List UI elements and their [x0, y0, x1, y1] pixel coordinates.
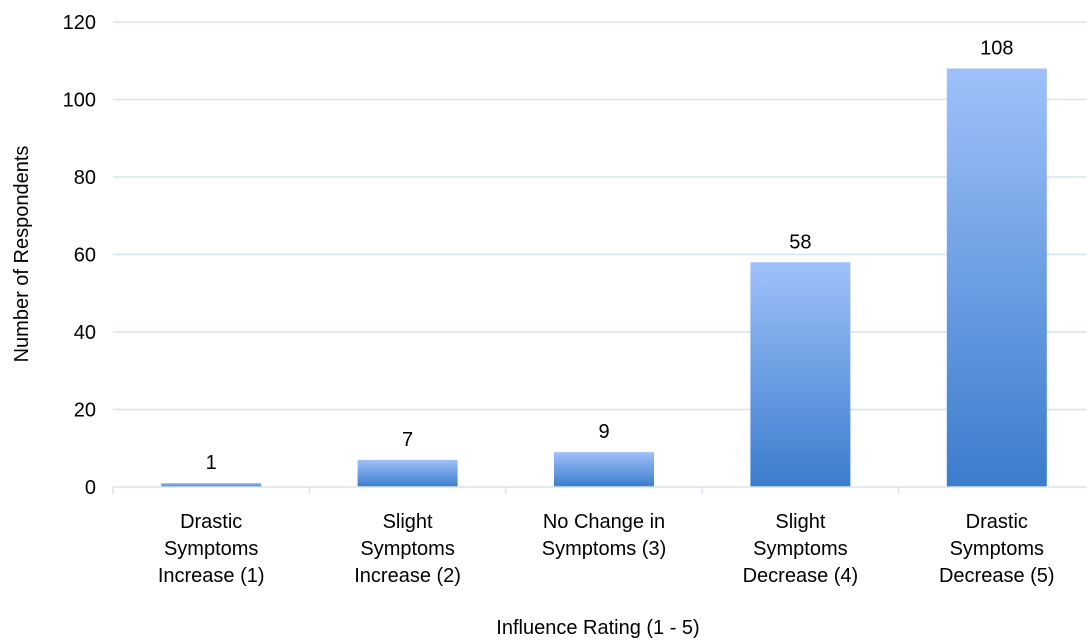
y-tick-label: 0: [85, 477, 96, 499]
data-label: 58: [789, 231, 811, 253]
data-label: 1: [206, 452, 217, 474]
x-category-label-line: No Change in: [543, 511, 665, 533]
bar: [750, 262, 851, 487]
x-category-label-line: Slight: [775, 511, 825, 533]
y-tick-label: 80: [74, 167, 96, 189]
x-axis-title: Influence Rating (1 - 5): [496, 617, 699, 639]
x-category-label-line: Symptoms: [360, 538, 454, 560]
x-category-label-line: Symptoms: [950, 538, 1044, 560]
data-label: 9: [598, 421, 609, 443]
bar: [357, 459, 458, 487]
y-tick-label: 60: [74, 245, 96, 267]
x-category-label-line: Drastic: [180, 511, 242, 533]
y-axis-title: Number of Respondents: [11, 146, 33, 363]
x-category-label-line: Slight: [383, 511, 433, 533]
x-category-label: Drastic Symptoms Increase (1): [158, 511, 265, 587]
bars: [161, 68, 1047, 487]
x-category-label: Slight Symptoms Increase (2): [354, 511, 461, 587]
bar: [554, 452, 654, 487]
y-tick-label: 100: [63, 90, 96, 112]
y-tick-label: 120: [63, 12, 96, 34]
y-tick-label: 20: [74, 400, 96, 422]
x-category-label-line: Symptoms: [753, 538, 847, 560]
x-category-label-line: Increase (2): [354, 565, 461, 587]
bar: [161, 483, 262, 487]
y-axis-ticks: 0 20 40 60 80 100 120: [63, 12, 96, 499]
x-category-label-line: Symptoms: [164, 538, 258, 560]
x-category-label-line: Decrease (4): [743, 565, 859, 587]
x-category-label-line: Decrease (5): [939, 565, 1055, 587]
x-category-label-line: Increase (1): [158, 565, 265, 587]
x-axis: [112, 486, 1087, 494]
data-label: 108: [980, 38, 1013, 60]
y-tick-label: 40: [74, 322, 96, 344]
x-category-label-line: Drastic: [966, 511, 1028, 533]
x-category-label: Drastic Symptoms Decrease (5): [939, 511, 1055, 587]
x-category-label: No Change in Symptoms (3): [542, 511, 666, 560]
x-category-label-line: Symptoms (3): [542, 538, 666, 560]
data-labels: 1 7 9 58 108: [206, 38, 1014, 475]
data-label: 7: [402, 429, 413, 451]
gridlines: [113, 21, 1087, 411]
x-axis-categories: Drastic Symptoms Increase (1) Slight Symptom…: [158, 511, 1055, 587]
bar: [946, 68, 1047, 487]
x-category-label: Slight Symptoms Decrease (4): [743, 511, 859, 587]
